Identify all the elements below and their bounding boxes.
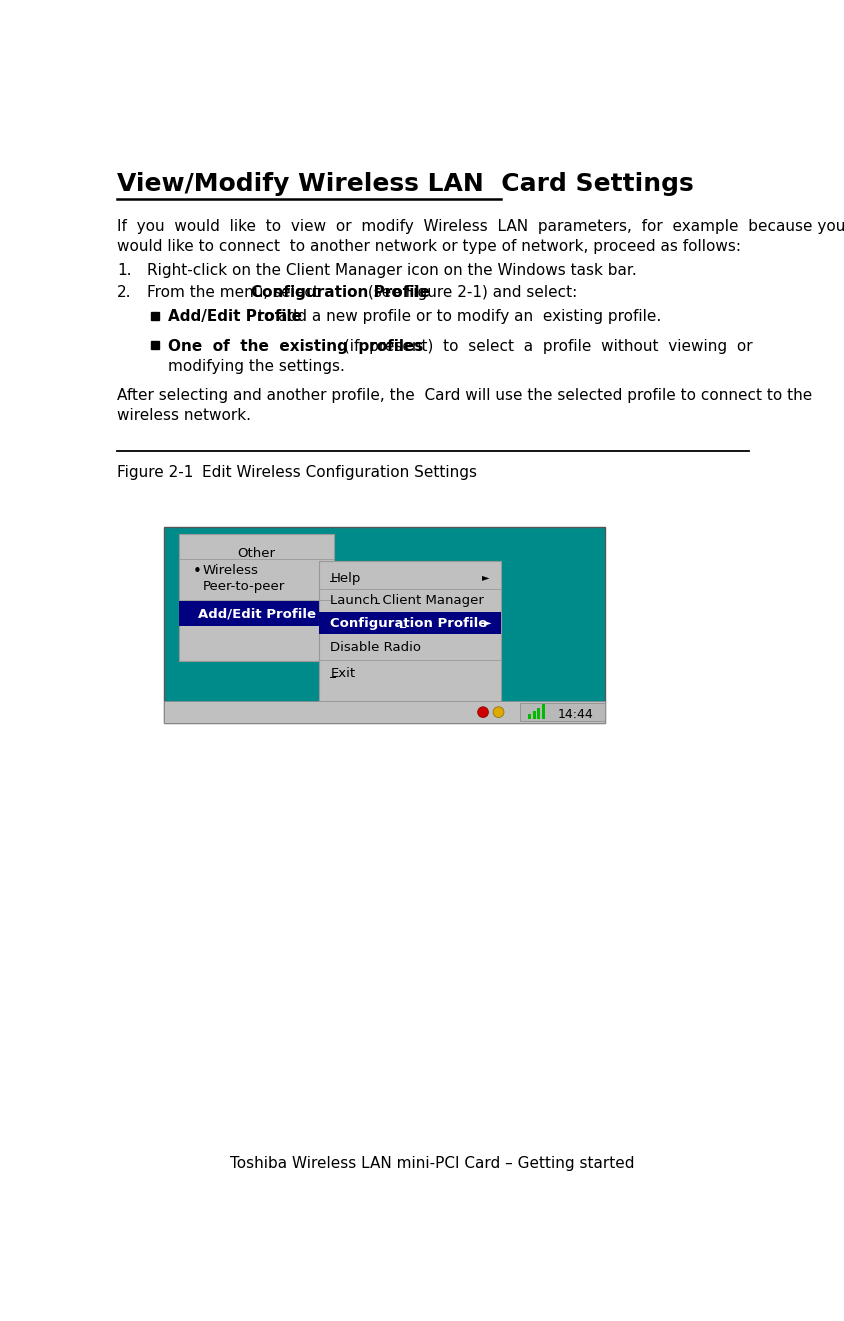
Text: Right-click on the Client Manager icon on the Windows task bar.: Right-click on the Client Manager icon o…: [147, 263, 636, 279]
Text: Toshiba Wireless LAN mini-PCI Card – Getting started: Toshiba Wireless LAN mini-PCI Card – Get…: [230, 1156, 634, 1170]
Text: Other: Other: [237, 547, 275, 560]
Text: to add a new profile or to modify an  existing profile.: to add a new profile or to modify an exi…: [253, 309, 661, 325]
Bar: [541, 704, 544, 719]
Text: Peer-to-peer: Peer-to-peer: [203, 580, 284, 593]
Text: •: •: [193, 564, 202, 579]
Text: Exit: Exit: [330, 667, 355, 680]
Bar: [179, 534, 334, 662]
Bar: [532, 712, 535, 719]
Text: Add/Edit Profile: Add/Edit Profile: [197, 608, 316, 621]
Bar: [164, 527, 605, 723]
Text: (if  present)  to  select  a  profile  without  viewing  or: (if present) to select a profile without…: [338, 338, 751, 354]
Bar: [164, 701, 605, 723]
Bar: [528, 715, 531, 719]
Bar: [318, 561, 500, 715]
Text: Edit Wireless Configuration Settings: Edit Wireless Configuration Settings: [203, 465, 477, 480]
Text: Configuration Profile: Configuration Profile: [251, 285, 430, 300]
Text: (see Figure 2-1) and select:: (see Figure 2-1) and select:: [363, 285, 577, 300]
Text: One  of  the  existing  profiles: One of the existing profiles: [167, 338, 423, 354]
Circle shape: [493, 707, 503, 717]
Bar: [150, 341, 159, 350]
Text: Disable Radio: Disable Radio: [330, 641, 421, 654]
Text: If  you  would  like  to  view  or  modify  Wireless  LAN  parameters,  for  exa: If you would like to view or modify Wire…: [117, 218, 844, 234]
Text: After selecting and another profile, the  Card will use the selected profile to : After selecting and another profile, the…: [117, 388, 812, 403]
Text: would like to connect  to another network or type of network, proceed as follows: would like to connect to another network…: [117, 239, 740, 254]
Text: 14:44: 14:44: [557, 708, 592, 721]
Text: Wireless: Wireless: [203, 564, 258, 576]
Text: wireless network.: wireless network.: [117, 408, 251, 423]
Bar: [318, 612, 500, 634]
Circle shape: [477, 707, 488, 717]
Text: View/Modify Wireless LAN  Card Settings: View/Modify Wireless LAN Card Settings: [117, 172, 693, 197]
Text: 2.: 2.: [117, 285, 132, 300]
Text: Add/Edit Profile: Add/Edit Profile: [167, 309, 301, 325]
Bar: [520, 703, 605, 721]
Text: ►: ►: [481, 572, 489, 583]
Text: ►: ►: [484, 617, 491, 627]
Bar: [150, 312, 159, 320]
Polygon shape: [340, 610, 350, 627]
Text: Figure 2-1: Figure 2-1: [117, 465, 193, 480]
Text: 1.: 1.: [117, 263, 132, 279]
Bar: [179, 601, 334, 626]
Bar: [537, 708, 540, 719]
Text: Launch Client Manager: Launch Client Manager: [330, 593, 484, 606]
Text: From the menu, select: From the menu, select: [147, 285, 323, 300]
Text: Configuration Profile: Configuration Profile: [330, 617, 487, 630]
Text: modifying the settings.: modifying the settings.: [167, 359, 344, 374]
Text: Help: Help: [330, 572, 360, 585]
